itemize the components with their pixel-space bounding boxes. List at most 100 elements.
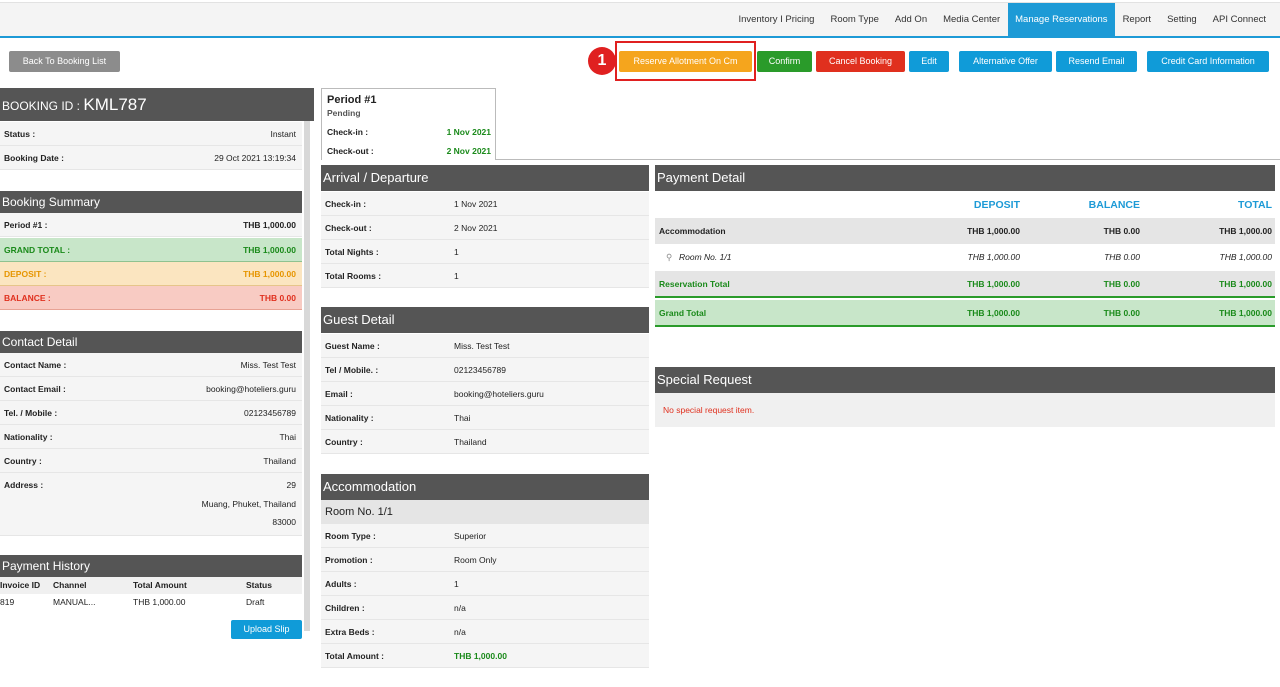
- arrival-departure-header: Arrival / Departure: [321, 165, 649, 191]
- table-row: Accommodation THB 1,000.00 THB 0.00 THB …: [655, 218, 1275, 244]
- period-tab-checkin-label: Check-in :: [327, 127, 369, 137]
- credit-card-information-button[interactable]: Credit Card Information: [1147, 51, 1269, 72]
- extra-beds-label: Extra Beds :: [325, 627, 375, 637]
- room-deposit: THB 1,000.00: [967, 252, 1020, 262]
- children-row: Children : n/a: [321, 596, 649, 620]
- guest-country-label: Country :: [325, 437, 363, 447]
- status-label: Status :: [4, 129, 36, 139]
- summary-period-label: Period #1 :: [4, 220, 48, 230]
- promotion-value: Room Only: [454, 555, 497, 565]
- cancel-booking-button[interactable]: Cancel Booking: [816, 51, 905, 72]
- extra-beds-value: n/a: [454, 627, 466, 637]
- status-value: Instant: [270, 129, 296, 139]
- contact-tel-row: Tel. / Mobile : 02123456789: [0, 401, 302, 425]
- special-request-body: No special request item.: [655, 393, 1275, 427]
- contact-address-line1: 29: [286, 480, 296, 490]
- col-invoice-id: Invoice ID: [0, 580, 41, 590]
- grand-total-row: GRAND TOTAL : THB 1,000.00: [0, 238, 302, 262]
- arrival-checkin-label: Check-in :: [325, 199, 367, 209]
- contact-nationality-label: Nationality :: [4, 432, 53, 442]
- acc-total: THB 1,000.00: [1219, 226, 1272, 236]
- payment-history-columns: Invoice ID Channel Total Amount Status: [0, 577, 302, 594]
- nav-inventory-pricing[interactable]: Inventory I Pricing: [738, 14, 815, 25]
- room-type-row: Room Type : Superior: [321, 524, 649, 548]
- nav-report[interactable]: Report: [1122, 14, 1152, 25]
- nav-manage-reservations[interactable]: Manage Reservations: [1008, 3, 1115, 37]
- nav-items: Inventory I Pricing Room Type Add On Med…: [730, 3, 1274, 37]
- total-rooms-value: 1: [454, 271, 459, 281]
- adults-row: Adults : 1: [321, 572, 649, 596]
- contact-address-line3: 83000: [272, 517, 296, 527]
- deposit-row: DEPOSIT : THB 1,000.00: [0, 262, 302, 286]
- balance-label: BALANCE :: [4, 293, 51, 303]
- col-total-amount: Total Amount: [133, 580, 187, 590]
- cell-channel: MANUAL...: [53, 597, 96, 607]
- magnifier-icon[interactable]: ⚲: [666, 252, 673, 262]
- alternative-offer-button[interactable]: Alternative Offer: [959, 51, 1052, 72]
- accommodation-header: Accommodation: [321, 474, 649, 500]
- nav-api-connect[interactable]: API Connect: [1212, 14, 1266, 25]
- arrival-checkout-row: Check-out : 2 Nov 2021: [321, 216, 649, 240]
- adults-label: Adults :: [325, 579, 357, 589]
- cell-status: Draft: [246, 597, 265, 607]
- contact-country-value: Thailand: [263, 456, 296, 466]
- contact-address-line2: Muang, Phuket, Thailand: [201, 499, 296, 509]
- col-total: TOTAL: [1237, 199, 1272, 211]
- contact-email-row: Contact Email : booking@hoteliers.guru: [0, 377, 302, 401]
- room-row-label: Room No. 1/1: [679, 252, 732, 262]
- contact-tel-label: Tel. / Mobile :: [4, 408, 58, 418]
- contact-email-label: Contact Email :: [4, 384, 66, 394]
- table-row: ⚲ Room No. 1/1 THB 1,000.00 THB 0.00 THB…: [655, 244, 1275, 271]
- room-type-value: Superior: [454, 531, 487, 541]
- left-panel-scrollbar[interactable]: [304, 121, 310, 631]
- col-deposit: DEPOSIT: [973, 199, 1020, 211]
- grand-total-detail-label: Grand Total: [659, 308, 707, 318]
- arrival-checkout-label: Check-out :: [325, 223, 372, 233]
- promotion-row: Promotion : Room Only: [321, 548, 649, 572]
- nav-setting[interactable]: Setting: [1167, 14, 1197, 25]
- reservation-total-label: Reservation Total: [659, 279, 730, 289]
- table-row: 819 MANUAL... THB 1,000.00 Draft: [0, 594, 302, 611]
- contact-name-row: Contact Name : Miss. Test Test: [0, 353, 302, 377]
- adults-value: 1: [454, 579, 459, 589]
- room-subheader: Room No. 1/1: [321, 500, 649, 524]
- guest-name-label: Guest Name :: [325, 341, 380, 351]
- booking-date-value: 29 Oct 2021 13:19:34: [214, 153, 296, 163]
- tab-period-1[interactable]: Period #1 Pending Check-in : 1 Nov 2021 …: [321, 88, 496, 160]
- guest-detail-header: Guest Detail: [321, 307, 649, 333]
- guest-country-value: Thailand: [454, 437, 487, 447]
- col-balance: BALANCE: [1088, 199, 1140, 211]
- reserve-allotment-button[interactable]: Reserve Allotment On Cm: [619, 51, 752, 72]
- nav-media-center[interactable]: Media Center: [943, 14, 1001, 25]
- edit-button[interactable]: Edit: [909, 51, 949, 72]
- special-request-empty: No special request item.: [663, 405, 755, 415]
- reservation-balance: THB 0.00: [1103, 279, 1140, 289]
- payment-history-header: Payment History: [0, 555, 302, 577]
- resend-email-button[interactable]: Resend Email: [1056, 51, 1137, 72]
- grand-deposit: THB 1,000.00: [967, 308, 1020, 318]
- arrival-checkout-value: 2 Nov 2021: [454, 223, 498, 233]
- tab-divider: [496, 159, 1280, 160]
- deposit-label: DEPOSIT :: [4, 269, 47, 279]
- guest-tel-row: Tel / Mobile. : 02123456789: [321, 358, 649, 382]
- nav-room-type[interactable]: Room Type: [830, 14, 879, 25]
- nav-add-on[interactable]: Add On: [894, 14, 928, 25]
- grand-total-label: GRAND TOTAL :: [4, 245, 71, 255]
- special-request-header: Special Request: [655, 367, 1275, 393]
- period-tab-checkout-value: 2 Nov 2021: [446, 146, 491, 156]
- acc-balance: THB 0.00: [1103, 226, 1140, 236]
- period-tab-checkin-value: 1 Nov 2021: [446, 127, 491, 137]
- back-to-booking-list-button[interactable]: Back To Booking List: [9, 51, 120, 72]
- booking-id-label: BOOKING ID :: [2, 99, 84, 113]
- guest-tel-value: 02123456789: [454, 365, 507, 375]
- summary-period-value: THB 1,000.00: [243, 220, 296, 230]
- table-row: Grand Total THB 1,000.00 THB 0.00 THB 1,…: [655, 300, 1275, 327]
- reservation-deposit: THB 1,000.00: [967, 279, 1020, 289]
- upload-slip-button[interactable]: Upload Slip: [231, 620, 302, 639]
- contact-detail-header: Contact Detail: [0, 331, 302, 353]
- contact-country-label: Country :: [4, 456, 42, 466]
- col-status: Status: [246, 580, 272, 590]
- total-rooms-row: Total Rooms : 1: [321, 264, 649, 288]
- cell-total-amount: THB 1,000.00: [133, 597, 186, 607]
- confirm-button[interactable]: Confirm: [757, 51, 812, 72]
